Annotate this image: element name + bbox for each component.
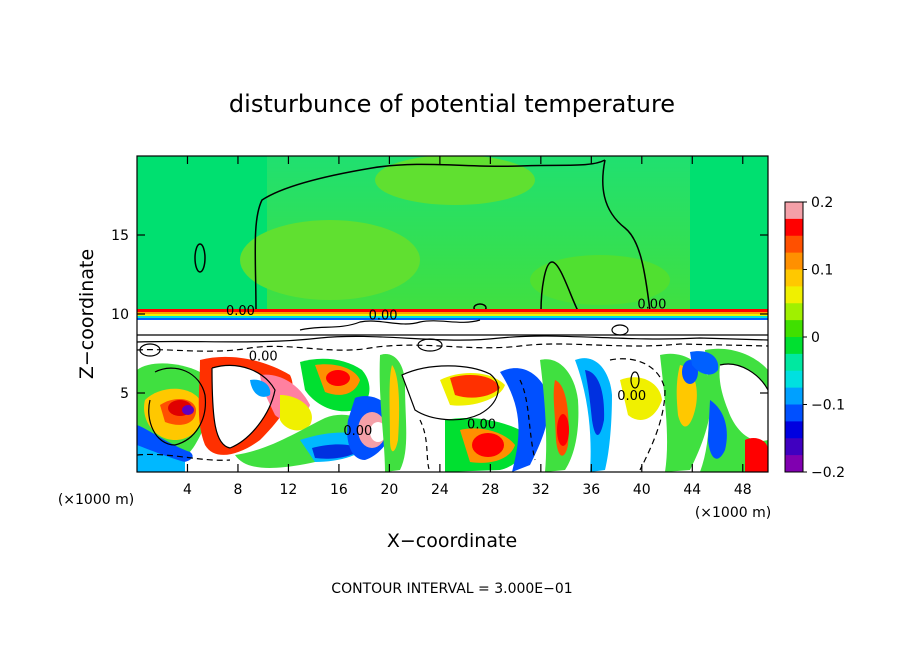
inversion-band: [137, 318, 768, 320]
y-axis-label: Z−coordinate: [76, 249, 98, 379]
x-tick-label: 28: [481, 482, 499, 498]
colorbar-swatch: [785, 235, 803, 254]
inversion-band: [137, 309, 768, 312]
upper-band-right: [690, 156, 768, 311]
upper-contour: [194, 243, 206, 273]
contour-interval-note: CONTOUR INTERVAL = 3.000E−01: [331, 581, 572, 597]
y-tick-label: 15: [111, 228, 129, 244]
contour-label: 0.00: [617, 389, 646, 404]
x-tick-label: 32: [532, 482, 550, 498]
contour-label: 0.00: [369, 309, 398, 324]
x-tick-label: 8: [233, 482, 242, 498]
contour-label: 0.00: [467, 418, 496, 433]
colorbar: 0.2 0.1 0 −0.1 −0.2: [784, 195, 845, 481]
colorbar-swatch: [785, 438, 803, 456]
x-unit-right: (×1000 m): [695, 505, 771, 521]
upper-patch: [530, 255, 670, 305]
colorbar-tick-label: 0.2: [811, 195, 833, 211]
x-tick-label: 12: [280, 482, 298, 498]
colorbar-swatch: [785, 353, 803, 372]
colorbar-tick-label: 0.1: [811, 263, 833, 279]
upper-patch: [375, 156, 535, 205]
contour-label: 0.00: [343, 424, 372, 439]
upper-band-left: [137, 156, 267, 311]
colorbar-swatch: [785, 320, 803, 338]
colorbar-swatch: [785, 421, 803, 439]
colorbar-swatch: [785, 218, 803, 237]
x-axis: 4 8 12 16 20 24 28 32 36 40 44 48: [183, 156, 752, 498]
contour-label: 0.00: [226, 304, 255, 319]
upper-contour: [254, 159, 651, 312]
y-axis: 5 10 15: [111, 228, 768, 402]
contour-label: 0.00: [249, 350, 278, 365]
inversion-band: [137, 312, 768, 314]
colorbar-swatch: [785, 252, 803, 270]
colorbar-tick-label: 0: [811, 330, 820, 346]
x-tick-label: 44: [683, 482, 701, 498]
colorbar-swatch: [785, 387, 803, 405]
colorbar-swatch: [785, 455, 803, 473]
x-tick-label: 48: [734, 482, 752, 498]
colorbar-swatch: [785, 286, 803, 304]
eddy-contours: [137, 319, 768, 472]
inversion-band: [137, 314, 768, 316]
colorbar-tick-label: −0.2: [811, 465, 845, 481]
x-tick-label: 36: [582, 482, 600, 498]
x-tick-label: 16: [330, 482, 348, 498]
y-tick-label: 5: [120, 386, 129, 402]
x-unit-left: (×1000 m): [58, 492, 134, 508]
x-axis-label: X−coordinate: [387, 530, 517, 552]
x-tick-label: 40: [633, 482, 651, 498]
contour-labels: 0.00 0.00 0.00 0.00 0.00 0.00 0.00: [226, 298, 666, 439]
upper-contour: [540, 261, 579, 312]
colorbar-swatch: [785, 303, 803, 321]
inversion-band: [137, 316, 768, 318]
x-tick-label: 4: [183, 482, 192, 498]
chart-title: disturbunce of potential temperature: [229, 90, 675, 118]
eddy-field: [137, 348, 768, 472]
x-tick-label: 20: [380, 482, 398, 498]
colorbar-tick-label: −0.1: [811, 398, 845, 414]
colorbar-swatch: [785, 202, 803, 220]
x-tick-label: 24: [431, 482, 449, 498]
upper-patch: [240, 220, 420, 300]
colorbar-swatch: [785, 370, 803, 389]
colorbar-swatch: [785, 337, 803, 355]
plot-area: 0.00 0.00 0.00 0.00 0.00 0.00 0.00: [137, 156, 768, 472]
colorbar-swatch: [785, 269, 803, 287]
colorbar-swatch: [785, 404, 803, 422]
contour-label: 0.00: [637, 298, 666, 313]
y-tick-label: 10: [111, 307, 129, 323]
